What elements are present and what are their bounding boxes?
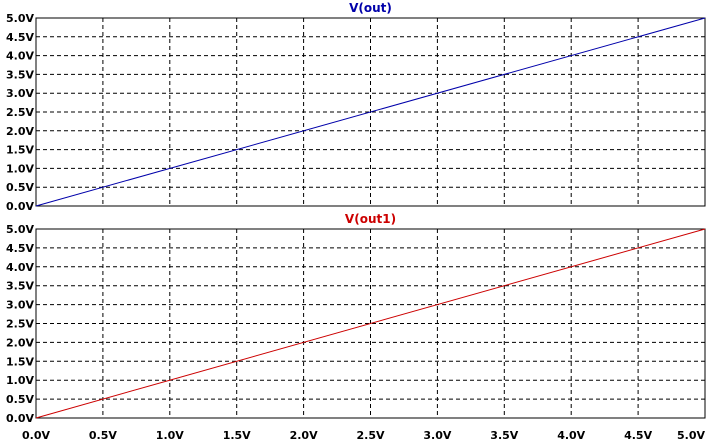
trace-title: V(out) — [349, 1, 392, 15]
trace-line — [35, 17, 706, 207]
y-tick-label: 0.5V — [6, 393, 34, 406]
y-tick-label: 1.0V — [6, 162, 34, 175]
y-tick-label: 0.5V — [6, 181, 34, 194]
x-tick-label: 3.5V — [490, 429, 518, 442]
y-tick-label: 2.5V — [6, 318, 34, 331]
x-tick-label: 0.5V — [89, 429, 117, 442]
x-tick-label: 2.0V — [290, 429, 318, 442]
x-tick-label: 0.0V — [22, 429, 50, 442]
y-tick-label: 3.0V — [6, 87, 34, 100]
y-tick-label: 0.0V — [6, 412, 34, 425]
x-tick-label: 3.0V — [423, 429, 451, 442]
y-tick-label: 4.0V — [6, 50, 34, 63]
y-tick-label: 5.0V — [6, 12, 34, 25]
x-tick-label: 4.5V — [624, 429, 652, 442]
y-tick-label: 0.0V — [6, 200, 34, 213]
x-tick-label: 5.0V — [677, 429, 705, 442]
plot-frame — [35, 17, 706, 207]
trace-line — [35, 228, 706, 419]
x-tick-label: 2.5V — [357, 429, 385, 442]
trace-title: V(out1) — [345, 212, 396, 226]
plot-frame — [35, 228, 706, 419]
y-tick-label: 4.0V — [6, 261, 34, 274]
y-tick-label: 4.5V — [6, 31, 34, 44]
y-tick-label: 2.5V — [6, 106, 34, 119]
y-tick-label: 1.0V — [6, 374, 34, 387]
y-tick-label: 3.0V — [6, 299, 34, 312]
y-tick-label: 1.5V — [6, 144, 34, 157]
y-tick-label: 2.0V — [6, 125, 34, 138]
y-tick-label: 1.5V — [6, 355, 34, 368]
y-tick-label: 5.0V — [6, 223, 34, 236]
x-tick-label: 4.0V — [557, 429, 585, 442]
y-tick-label: 3.5V — [6, 68, 34, 81]
y-tick-label: 4.5V — [6, 242, 34, 255]
x-tick-label: 1.0V — [156, 429, 184, 442]
x-tick-label: 1.5V — [223, 429, 251, 442]
y-tick-label: 2.0V — [6, 336, 34, 349]
y-tick-label: 3.5V — [6, 280, 34, 293]
